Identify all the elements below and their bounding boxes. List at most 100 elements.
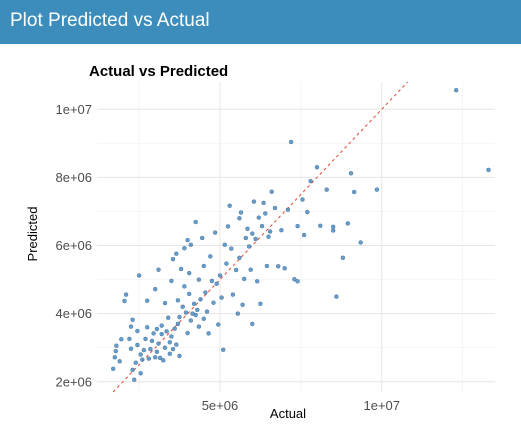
data-point <box>186 270 192 276</box>
data-point <box>233 267 239 273</box>
data-point <box>122 298 127 304</box>
data-point <box>263 211 268 216</box>
data-point <box>140 357 145 362</box>
data-point <box>266 234 271 239</box>
data-point <box>208 254 213 259</box>
data-point <box>164 329 169 334</box>
data-point <box>165 315 171 320</box>
data-point <box>178 266 184 272</box>
data-point <box>235 311 241 316</box>
data-point <box>195 307 200 313</box>
data-point <box>348 171 354 176</box>
plot-panel: Actual vs Predicted 5e+06 1e+07 2e+06 4e+0… <box>0 44 521 442</box>
y-tick-label: 6e+06 <box>55 238 92 253</box>
data-point <box>131 377 137 382</box>
data-point <box>211 300 216 305</box>
data-point <box>258 301 263 306</box>
data-point <box>199 235 205 241</box>
data-point <box>229 246 234 251</box>
data-point <box>162 300 168 306</box>
data-point <box>123 292 129 297</box>
data-point <box>345 221 350 226</box>
data-point <box>331 224 336 230</box>
reference-line <box>112 81 408 393</box>
data-point <box>119 337 124 342</box>
data-point <box>308 178 313 184</box>
data-point <box>222 242 228 248</box>
data-point <box>151 331 156 336</box>
data-point <box>301 232 307 238</box>
data-point <box>170 346 176 352</box>
data-point <box>250 231 255 236</box>
panel-header: Plot Predicted vs Actual <box>0 0 521 44</box>
data-point <box>180 304 185 309</box>
data-point <box>157 355 163 361</box>
data-point <box>167 351 173 356</box>
y-tick-label: 8e+06 <box>55 170 92 185</box>
data-point <box>245 226 250 232</box>
data-point <box>203 290 208 295</box>
data-point <box>237 216 242 221</box>
data-point <box>276 264 281 269</box>
data-point <box>454 88 459 93</box>
data-point <box>161 358 166 363</box>
data-point <box>135 342 140 348</box>
chart-title: Actual vs Predicted <box>89 63 228 80</box>
data-point <box>227 203 232 208</box>
data-point <box>334 294 339 299</box>
data-point <box>295 223 300 229</box>
data-point <box>114 343 119 348</box>
data-point <box>224 261 229 266</box>
data-points <box>110 88 491 382</box>
data-point <box>259 223 265 229</box>
data-point <box>272 205 278 211</box>
data-point <box>182 284 187 289</box>
data-point <box>193 219 198 225</box>
data-point <box>177 353 182 359</box>
y-axis-label: Predicted <box>25 207 40 262</box>
data-point <box>117 359 122 364</box>
y-axis-ticks: 2e+06 4e+06 6e+06 8e+06 1e+07 <box>55 102 92 390</box>
data-point <box>300 197 305 202</box>
data-point <box>148 346 153 352</box>
data-point <box>220 347 226 352</box>
data-point <box>174 251 179 256</box>
data-point <box>340 255 346 261</box>
data-point <box>204 309 210 314</box>
data-point <box>212 230 218 235</box>
data-point <box>352 189 357 195</box>
data-point <box>175 298 181 303</box>
data-point <box>167 340 173 345</box>
data-point <box>130 367 135 373</box>
data-point <box>152 286 158 292</box>
data-point <box>128 324 134 329</box>
data-point <box>255 279 260 284</box>
data-point <box>305 209 310 215</box>
data-point <box>269 189 274 194</box>
grid-lines <box>97 82 495 392</box>
data-point <box>225 224 231 229</box>
scatter-chart: Actual vs Predicted 5e+06 1e+07 2e+06 4e+0… <box>25 63 495 421</box>
data-point <box>295 279 300 284</box>
data-point <box>238 210 244 215</box>
data-point <box>162 345 168 350</box>
data-point <box>136 273 142 278</box>
data-point <box>282 266 287 271</box>
data-point <box>206 331 211 336</box>
data-point <box>196 324 202 329</box>
data-point <box>186 291 192 297</box>
data-point <box>183 310 189 315</box>
data-point <box>175 321 181 327</box>
x-axis-ticks: 5e+06 1e+07 <box>202 398 400 413</box>
data-point <box>135 328 140 334</box>
data-point <box>141 347 147 353</box>
data-point <box>201 263 207 269</box>
data-point <box>237 255 242 261</box>
data-point <box>324 187 329 192</box>
data-point <box>318 223 323 229</box>
data-point <box>267 229 273 234</box>
data-point <box>241 276 247 282</box>
data-point <box>156 341 161 346</box>
data-point <box>198 297 203 302</box>
data-point <box>230 292 236 297</box>
